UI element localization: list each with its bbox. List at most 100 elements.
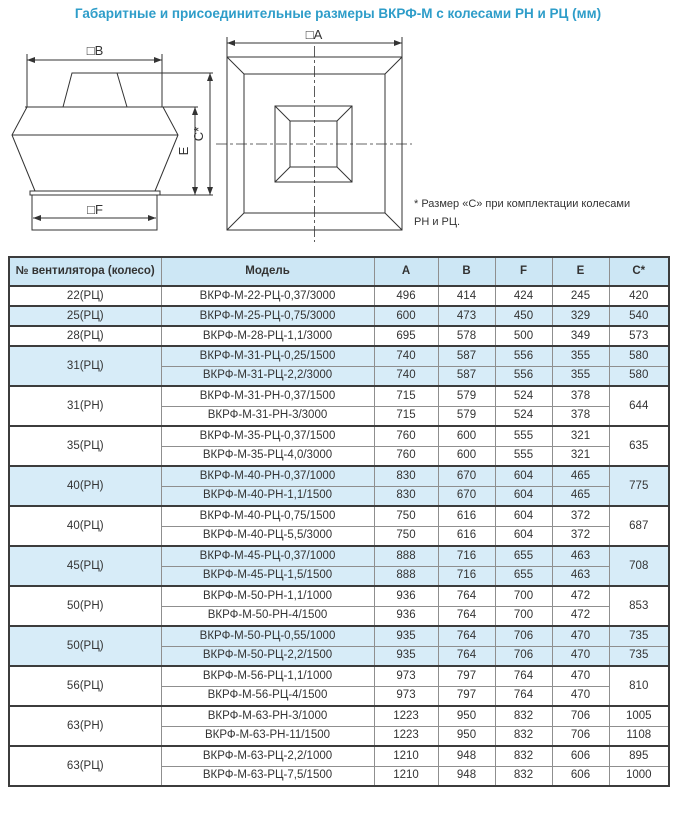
dim-c-cell: 540: [608, 305, 670, 327]
table-row: ВКРФ-М-35-РЦ-4,0/3000 760 600 555 321: [9, 445, 669, 467]
table-row: 31(РН) ВКРФ-М-31-РН-0,37/1500 715 579 524 378…: [8, 385, 670, 427]
model-cell: ВКРФ-М-40-РЦ-5,5/3000: [160, 525, 375, 547]
model-cell: ВКРФ-М-63-РН-3/1000: [160, 705, 375, 727]
dim-a-cell: 936: [373, 585, 439, 607]
dim-a-cell: 740: [373, 345, 439, 367]
model-cell: ВКРФ-М-31-РЦ-0,25/1500: [160, 345, 375, 367]
fan-number-cell: 28(РЦ): [8, 325, 162, 347]
model-cell: ВКРФ-М-35-РЦ-4,0/3000: [160, 445, 375, 467]
dim-b-cell: 764: [437, 645, 496, 667]
table-row: 22(РЦ) ВКРФ-М-22-РЦ-0,37/3000 496 414 424 245…: [8, 285, 670, 307]
table-row: ВКРФ-М-63-РЦ-7,5/1500 1210 948 832 606 1000: [9, 765, 670, 787]
dim-f-cell: 524: [494, 405, 553, 427]
dim-b-cell: 948: [437, 745, 496, 767]
fan-number-cell: 31(РН): [8, 385, 162, 427]
dim-e-cell: 470: [551, 625, 610, 647]
fan-body-outline: [11, 106, 36, 192]
dim-b-cell: 616: [437, 505, 496, 527]
motor-cap-outline: [62, 72, 128, 108]
fan-number-cell: 56(РЦ): [8, 665, 162, 707]
top-view-drawing: □A: [216, 30, 412, 242]
dim-label-f: □F: [87, 202, 103, 217]
table-row: 56(РЦ) ВКРФ-М-56-РЦ-1,1/1000 973 797 764 470 8…: [8, 665, 670, 707]
dim-a-cell: 830: [373, 465, 439, 487]
model-cell: ВКРФ-М-31-РЦ-2,2/3000: [160, 365, 375, 387]
dim-a-cell: 715: [373, 405, 439, 427]
dim-e-cell: 355: [551, 345, 610, 367]
dim-f-cell: 555: [494, 425, 553, 447]
table-row: 40(РН) ВКРФ-М-40-РН-0,37/1000 830 670 604 465…: [8, 465, 670, 507]
dim-a-cell: 1223: [373, 725, 439, 747]
dim-b-cell: 764: [437, 625, 496, 647]
dim-e-cell: 706: [551, 725, 610, 747]
dim-a-cell: 740: [373, 365, 439, 387]
base-box: [31, 194, 158, 231]
dim-a-cell: 760: [373, 445, 439, 467]
dim-b-cell: 670: [437, 465, 496, 487]
fan-number-cell: 22(РЦ): [8, 285, 162, 307]
model-cell: ВКРФ-М-45-РЦ-0,37/1000: [160, 545, 375, 567]
dim-b-cell: 414: [437, 285, 496, 307]
dim-f-cell: 604: [494, 485, 553, 507]
dim-f-cell: 700: [494, 585, 553, 607]
dim-f-cell: 700: [494, 605, 553, 627]
dim-b-cell: 797: [437, 685, 496, 707]
dim-b-cell: 473: [437, 305, 496, 327]
dim-b-cell: 578: [437, 325, 496, 347]
dim-e-cell: 372: [551, 505, 610, 527]
dim-e-cell: 321: [551, 445, 610, 467]
model-cell: ВКРФ-М-63-РЦ-2,2/1000: [160, 745, 375, 767]
dim-f-cell: 556: [494, 345, 553, 367]
table-row: 31(РЦ) ВКРФ-М-31-РЦ-0,25/1500 740 587 556 355…: [8, 345, 670, 387]
table-row: 50(РН) ВКРФ-М-50-РН-1,1/1000 936 764 700 472 8…: [8, 585, 670, 627]
dim-e-cell: 329: [551, 305, 610, 327]
dim-a-cell: 1223: [373, 705, 439, 727]
dim-f-cell: 424: [494, 285, 553, 307]
dim-e-cell: 321: [551, 425, 610, 447]
model-cell: ВКРФ-М-40-РЦ-0,75/1500: [160, 505, 375, 527]
dim-f-cell: 500: [494, 325, 553, 347]
dim-e-cell: 470: [551, 665, 610, 687]
dim-b-cell: 764: [437, 605, 496, 627]
model-cell: ВКРФ-М-40-РН-1,1/1500: [160, 485, 375, 507]
table-row: ВКРФ-М-56-РЦ-4/1500 973 797 764 470: [9, 685, 669, 707]
dim-e-cell: 349: [551, 325, 610, 347]
dim-b-cell: 948: [437, 765, 496, 787]
dim-c-merged-cell: 635: [608, 425, 670, 467]
fan-number-cell: 31(РЦ): [8, 345, 162, 387]
header-dim-f: F: [494, 256, 553, 287]
fan-number-cell: 50(РН): [8, 585, 162, 627]
dim-e-cell: 465: [551, 465, 610, 487]
dim-a-cell: 936: [373, 605, 439, 627]
dim-f-cell: 524: [494, 385, 553, 407]
dim-b-cell: 587: [437, 365, 496, 387]
dim-a-cell: 973: [373, 685, 439, 707]
dim-c-merged-cell: 644: [608, 385, 670, 427]
model-cell: ВКРФ-М-45-РЦ-1,5/1500: [160, 565, 375, 587]
dim-a-cell: 973: [373, 665, 439, 687]
dim-e-cell: 245: [551, 285, 610, 307]
dim-b-cell: 716: [437, 565, 496, 587]
fan-number-cell: 45(РЦ): [8, 545, 162, 587]
dim-a-cell: 935: [373, 645, 439, 667]
dim-c-cell: 1005: [608, 705, 670, 727]
model-cell: ВКРФ-М-56-РЦ-4/1500: [160, 685, 375, 707]
dim-f-cell: 555: [494, 445, 553, 467]
model-cell: ВКРФ-М-28-РЦ-1,1/3000: [160, 325, 375, 347]
model-cell: ВКРФ-М-63-РЦ-7,5/1500: [160, 765, 375, 787]
dimension-drawings: □B □F E C* □A: [11, 30, 412, 242]
dim-a-cell: 830: [373, 485, 439, 507]
table-row: 28(РЦ) ВКРФ-М-28-РЦ-1,1/3000 695 578 500 349 5…: [8, 325, 670, 347]
dim-f-cell: 604: [494, 525, 553, 547]
dim-label-c: C*: [191, 127, 206, 141]
flange: [29, 190, 161, 196]
header-dim-b: В: [437, 256, 496, 287]
dim-b-cell: 797: [437, 665, 496, 687]
table-row: ВКРФ-М-31-РН-3/3000 715 579 524 378: [9, 405, 669, 427]
model-cell: ВКРФ-М-40-РН-0,37/1000: [160, 465, 375, 487]
fan-number-cell: 40(РЦ): [8, 505, 162, 547]
dim-a-cell: 1210: [373, 765, 439, 787]
dim-f-cell: 764: [494, 665, 553, 687]
table-row: ВКРФ-М-40-РЦ-5,5/3000 750 616 604 372: [9, 525, 669, 547]
dim-a-cell: 935: [373, 625, 439, 647]
